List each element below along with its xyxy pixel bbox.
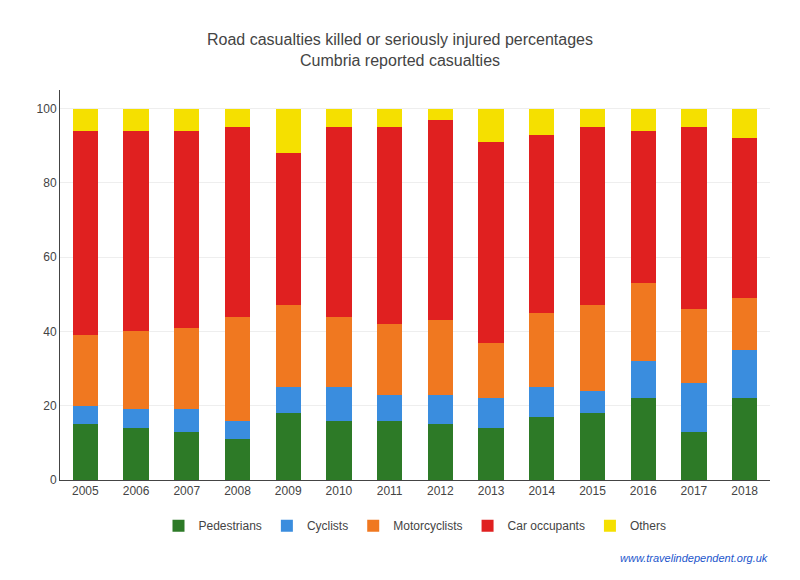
svg-text:100: 100	[37, 102, 57, 116]
svg-text:Motorcyclists: Motorcyclists	[393, 519, 462, 533]
svg-text:0: 0	[50, 473, 57, 487]
svg-text:80: 80	[43, 176, 57, 190]
svg-text:www.travelindependent.org.uk: www.travelindependent.org.uk	[620, 552, 768, 564]
svg-text:2013: 2013	[478, 484, 505, 498]
svg-text:2012: 2012	[427, 484, 454, 498]
svg-text:20: 20	[43, 399, 57, 413]
svg-text:Pedestrians: Pedestrians	[199, 519, 262, 533]
svg-text:2014: 2014	[528, 484, 555, 498]
svg-text:2010: 2010	[326, 484, 353, 498]
svg-text:Cyclists: Cyclists	[307, 519, 348, 533]
svg-text:2016: 2016	[630, 484, 657, 498]
svg-text:2018: 2018	[731, 484, 758, 498]
svg-text:2011: 2011	[377, 484, 403, 498]
svg-text:2009: 2009	[275, 484, 302, 498]
svg-text:2005: 2005	[72, 484, 99, 498]
svg-text:2017: 2017	[681, 484, 708, 498]
svg-text:Others: Others	[630, 519, 666, 533]
svg-text:2006: 2006	[123, 484, 150, 498]
svg-text:2008: 2008	[224, 484, 251, 498]
svg-text:40: 40	[43, 325, 57, 339]
svg-text:Car occupants: Car occupants	[508, 519, 585, 533]
svg-text:2007: 2007	[173, 484, 200, 498]
svg-text:60: 60	[43, 250, 57, 264]
svg-text:2015: 2015	[579, 484, 606, 498]
svg-text:Road casualties killed or seri: Road casualties killed or seriously inju…	[207, 31, 593, 69]
